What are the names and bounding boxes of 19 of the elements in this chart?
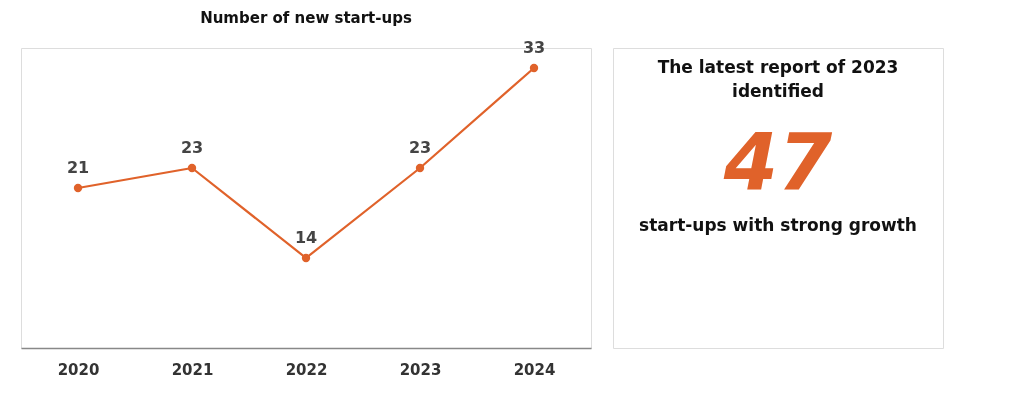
chart-title: Number of new start-ups (200, 9, 412, 27)
point (415, 163, 425, 173)
x-tick-label: 2024 (513, 360, 556, 379)
text: 47 (722, 117, 833, 207)
x-tick-label: 2022 (285, 360, 328, 379)
x-tick-label: 2021 (171, 360, 214, 379)
data-label: 23 (180, 138, 204, 157)
data-label: 23 (408, 138, 432, 157)
data-label: 33 (522, 38, 546, 57)
x-tick-label: 2020 (57, 360, 100, 379)
x-tick-label: 2023 (399, 360, 442, 379)
point (73, 183, 83, 193)
text: The latest report of 2023 identified (657, 57, 899, 101)
data-label: 14 (294, 228, 318, 247)
data-label: 21 (66, 158, 90, 177)
point (301, 253, 311, 263)
text: start-ups with strong growth (639, 215, 917, 235)
point (187, 163, 197, 173)
point (529, 63, 539, 73)
